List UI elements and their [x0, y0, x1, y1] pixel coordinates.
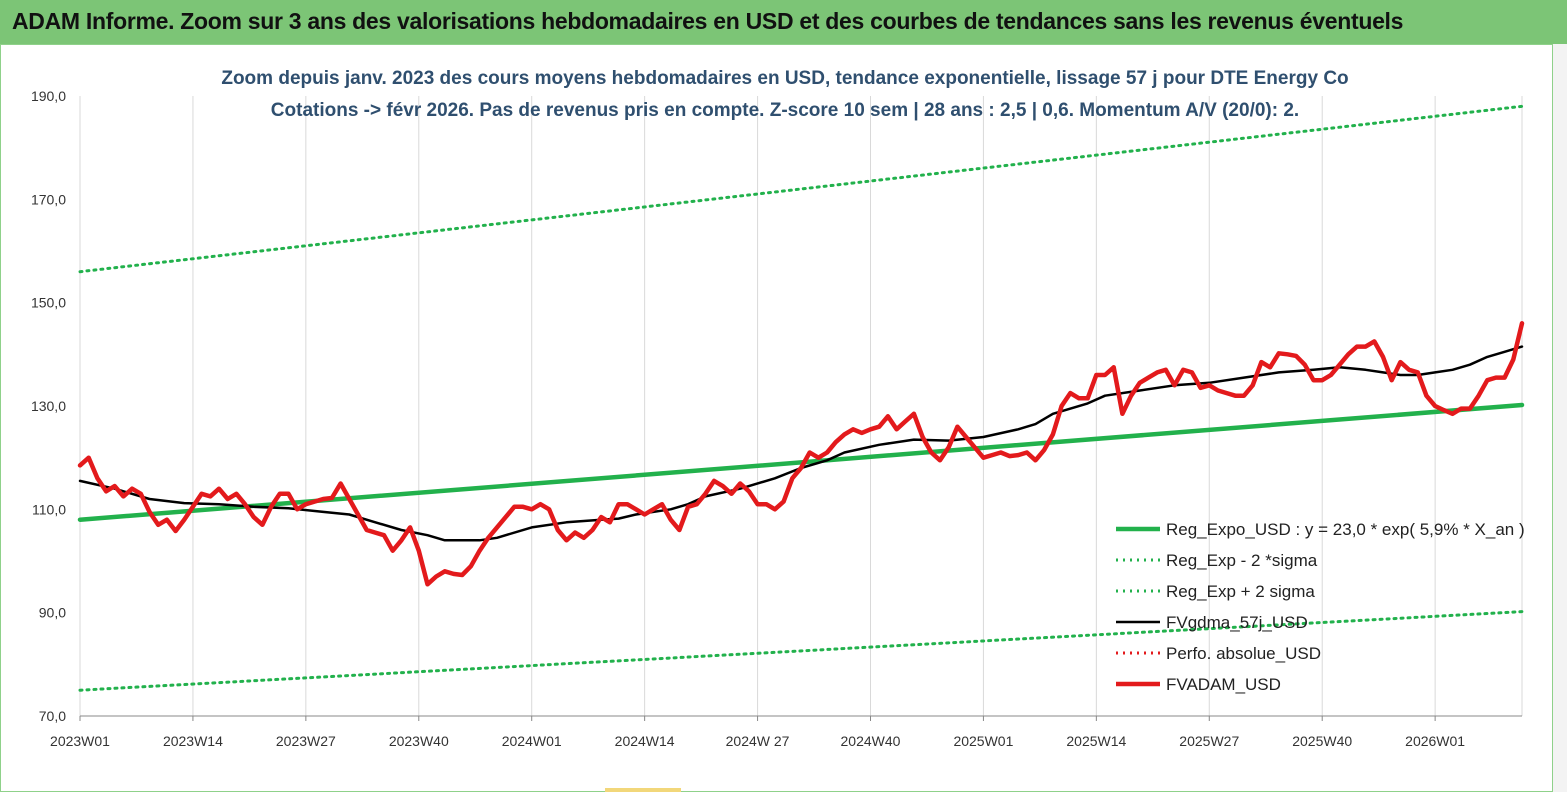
series-line-2	[78, 104, 1524, 274]
x-tick-label: 2024W40	[841, 733, 901, 749]
side-strip	[1553, 44, 1567, 792]
y-tick-label: 70,0	[39, 708, 66, 724]
legend-label: FVgdma_57j_USD	[1166, 613, 1308, 632]
legend-label: FVADAM_USD	[1166, 675, 1281, 694]
x-tick-label: 2025W40	[1292, 733, 1352, 749]
y-tick-label: 130,0	[31, 398, 66, 414]
series-line-1	[78, 610, 1524, 692]
legend-label: Perfo. absolue_USD	[1166, 644, 1321, 663]
page-title: ADAM Informe. Zoom sur 3 ans des valoris…	[12, 8, 1404, 34]
y-tick-label: 190,0	[31, 88, 66, 104]
bottom-marker	[605, 788, 681, 792]
x-tick-label: 2024W14	[615, 733, 675, 749]
chart-frame	[0, 44, 1553, 792]
series-line-5	[77, 321, 1525, 587]
chart-title: Zoom depuis janv. 2023 des cours moyens …	[221, 68, 1348, 89]
legend-label: Reg_Exp + 2 sigma	[1166, 582, 1315, 601]
header-banner: ADAM Informe. Zoom sur 3 ans des valoris…	[0, 0, 1567, 44]
x-tick-label: 2026W01	[1405, 733, 1465, 749]
x-tick-label: 2023W14	[163, 733, 223, 749]
y-tick-label: 90,0	[39, 605, 66, 621]
x-tick-label: 2023W40	[389, 733, 449, 749]
legend-label: Reg_Exp - 2 *sigma	[1166, 551, 1318, 570]
y-tick-label: 110,0	[32, 501, 66, 517]
legend: Reg_Expo_USD : y = 23,0 * exp( 5,9% * X_…	[1116, 520, 1525, 694]
x-tick-label: 2023W01	[50, 733, 110, 749]
series-line-3	[78, 345, 1524, 542]
x-tick-label: 2025W01	[953, 733, 1013, 749]
legend-label: Reg_Expo_USD : y = 23,0 * exp( 5,9% * X_…	[1166, 520, 1525, 539]
x-axis: 2023W01 2023W14 2023W27 2023W40 2024W01 2024W…	[50, 715, 1522, 749]
x-tick-label: 2024W 27	[726, 733, 790, 749]
y-axis: 70,0 90,0 110,0 130,0 150,0 170,0 190,0	[31, 88, 66, 724]
x-tick-label: 2023W27	[276, 733, 336, 749]
series-line-0	[77, 402, 1525, 522]
y-tick-label: 150,0	[31, 295, 66, 311]
y-tick-label: 170,0	[31, 191, 66, 207]
series-lines	[77, 104, 1525, 692]
x-tick-label: 2024W01	[502, 733, 562, 749]
x-tick-label: 2025W27	[1179, 733, 1239, 749]
x-tick-label: 2025W14	[1066, 733, 1126, 749]
chart-subtitle: Cotations -> févr 2026. Pas de revenus p…	[271, 100, 1299, 121]
